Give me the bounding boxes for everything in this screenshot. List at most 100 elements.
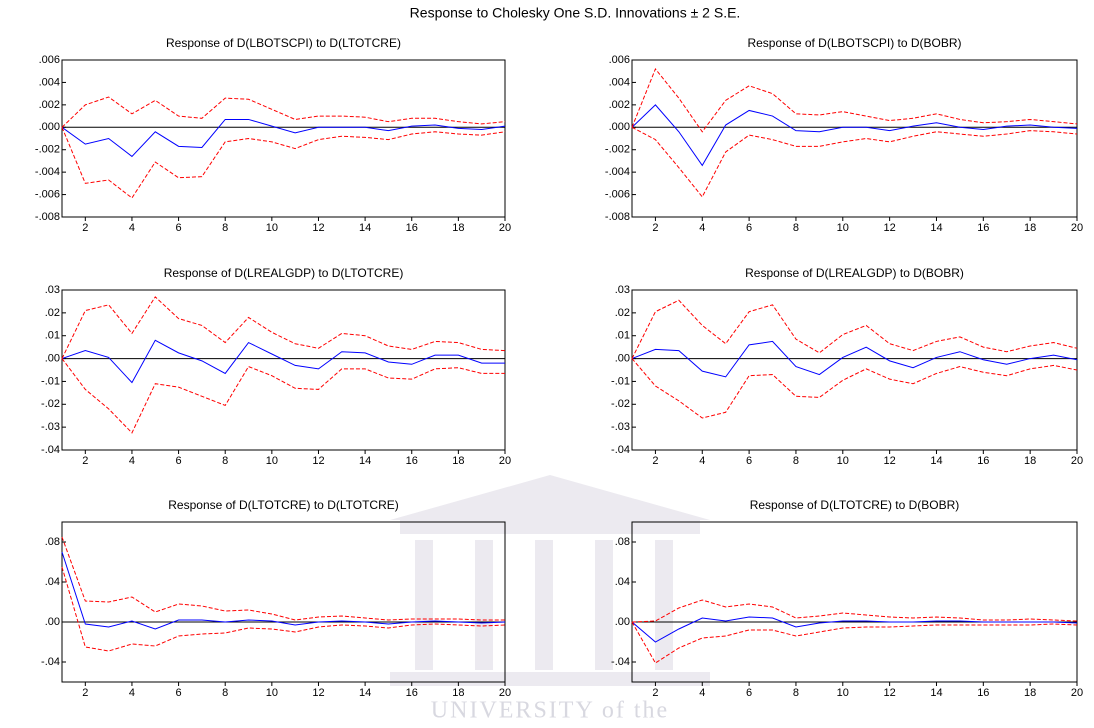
chart-title: Response of D(LTOTCRE) to D(LTOTCRE)	[168, 498, 399, 512]
y-tick-label: .04	[45, 576, 60, 588]
x-tick-label: 10	[266, 455, 278, 467]
plot-frame	[61, 521, 506, 683]
y-tick-label: -.01	[611, 375, 630, 387]
x-tick-label: 20	[1071, 455, 1083, 467]
x-tick-label: 2	[82, 687, 88, 699]
y-tick-label: -.04	[611, 444, 630, 456]
x-tick-label: 12	[312, 455, 324, 467]
x-tick-label: 18	[1024, 687, 1036, 699]
y-tick-label: .00	[615, 352, 630, 364]
y-tick-label: .006	[609, 54, 630, 66]
y-tick-label: .04	[615, 576, 630, 588]
y-tick-label: .00	[45, 616, 60, 628]
band-line	[631, 621, 1078, 664]
x-tick-label: 6	[176, 455, 182, 467]
band-line	[631, 126, 1078, 198]
x-tick-label: 20	[1071, 687, 1083, 699]
x-tick-label: 18	[452, 687, 464, 699]
response-line	[61, 118, 506, 158]
watermark-column	[595, 540, 613, 670]
plot-frame	[61, 59, 506, 218]
x-tick-label: 14	[930, 455, 942, 467]
x-tick-label: 16	[977, 222, 989, 234]
x-tick-label: 12	[884, 222, 896, 234]
y-tick-label: -.008	[605, 211, 630, 223]
x-tick-label: 20	[499, 455, 511, 467]
x-tick-label: 2	[652, 222, 658, 234]
band-line	[631, 358, 1078, 419]
y-tick-label: .002	[39, 99, 60, 111]
x-tick-label: 10	[837, 222, 849, 234]
x-tick-label: 18	[1024, 222, 1036, 234]
x-tick-label: 16	[977, 687, 989, 699]
response-line	[631, 104, 1078, 167]
chart-title: Response of D(LTOTCRE) to D(BOBR)	[750, 498, 960, 512]
y-tick-label: -.03	[41, 421, 60, 433]
x-tick-label: 4	[699, 222, 705, 234]
chart-title: Response of D(LBOTSCPI) to D(LTOTCRE)	[166, 36, 401, 50]
y-tick-label: .01	[615, 330, 630, 342]
x-tick-label: 6	[176, 222, 182, 234]
x-tick-label: 18	[452, 455, 464, 467]
y-tick-label: -.03	[611, 421, 630, 433]
watermark-column	[415, 540, 433, 670]
y-tick-label: -.01	[41, 375, 60, 387]
x-tick-label: 8	[222, 222, 228, 234]
watermark-roof	[390, 475, 710, 520]
x-tick-label: 12	[884, 687, 896, 699]
watermark-beam	[400, 520, 700, 534]
x-tick-label: 4	[129, 455, 135, 467]
x-tick-label: 14	[930, 687, 942, 699]
y-tick-label: .00	[45, 352, 60, 364]
watermark-building	[390, 475, 710, 686]
response-line	[631, 340, 1078, 378]
watermark-column	[475, 540, 493, 670]
x-tick-label: 12	[312, 222, 324, 234]
y-tick-label: .03	[45, 284, 60, 296]
y-tick-label: -.02	[41, 398, 60, 410]
y-tick-label: .00	[615, 616, 630, 628]
x-tick-label: 16	[977, 455, 989, 467]
watermark-text: UNIVERSITY of the	[431, 698, 669, 724]
y-tick-label: -.04	[41, 656, 60, 668]
band-line	[61, 536, 505, 621]
y-tick-label: -.02	[611, 398, 630, 410]
y-tick-label: .004	[609, 76, 630, 88]
x-tick-label: 10	[266, 687, 278, 699]
x-tick-label: 10	[837, 687, 849, 699]
y-tick-label: -.002	[605, 144, 630, 156]
plot-frame	[631, 521, 1078, 683]
x-tick-label: 14	[359, 222, 371, 234]
x-tick-label: 6	[746, 687, 752, 699]
band-line	[631, 599, 1078, 623]
x-tick-label: 4	[129, 222, 135, 234]
x-tick-label: 2	[652, 687, 658, 699]
x-tick-label: 16	[406, 222, 418, 234]
chart-title: Response of D(LREALGDP) to D(BOBR)	[745, 266, 964, 280]
x-tick-label: 2	[652, 455, 658, 467]
y-tick-label: .08	[45, 536, 60, 548]
band-line	[61, 96, 506, 128]
band-line	[61, 566, 506, 652]
x-tick-label: 12	[312, 687, 324, 699]
x-tick-label: 6	[746, 222, 752, 234]
y-tick-label: .006	[39, 54, 60, 66]
y-tick-label: .01	[45, 330, 60, 342]
x-tick-label: 4	[699, 455, 705, 467]
y-tick-label: .002	[609, 99, 630, 111]
watermark-column	[655, 540, 673, 670]
chart-title: Response of D(LBOTSCPI) to D(BOBR)	[747, 36, 961, 50]
x-tick-label: 14	[359, 455, 371, 467]
band-line	[61, 358, 505, 434]
x-tick-label: 12	[884, 455, 896, 467]
y-tick-label: .004	[39, 76, 60, 88]
x-tick-label: 18	[452, 222, 464, 234]
y-tick-label: .02	[45, 307, 60, 319]
y-tick-label: .000	[609, 121, 630, 133]
x-tick-label: 10	[266, 222, 278, 234]
plot-frame	[61, 289, 506, 451]
x-tick-label: 20	[499, 222, 511, 234]
y-tick-label: -.04	[611, 656, 630, 668]
y-tick-label: -.004	[605, 166, 630, 178]
